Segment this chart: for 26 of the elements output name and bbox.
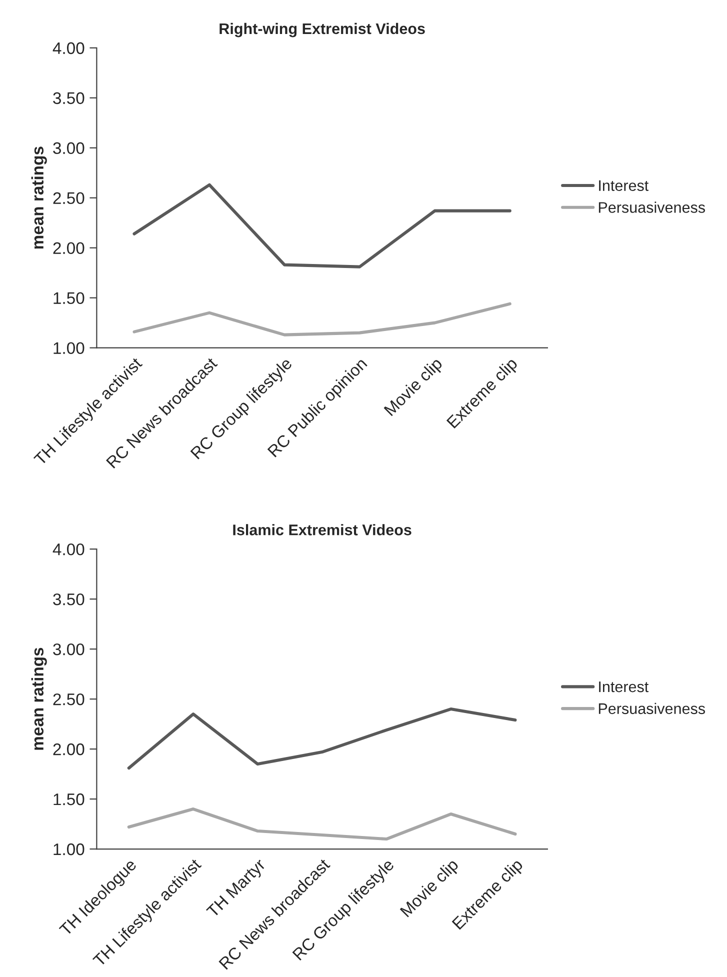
legend-label: Interest xyxy=(599,180,649,192)
y-tick-label: 3.50 xyxy=(53,92,84,104)
y-tick-label: 1.50 xyxy=(54,793,84,806)
y-tick-label: 1.00 xyxy=(54,843,84,856)
legend-label: Interest xyxy=(599,682,649,692)
y-tick-label: 2.50 xyxy=(53,192,84,204)
line-series xyxy=(132,302,512,336)
y-tick-label: 1.00 xyxy=(54,342,84,354)
chart-title: Right-wing Extremist Videos xyxy=(220,22,425,38)
y-tick-label: 2.00 xyxy=(53,242,84,254)
line-series xyxy=(127,807,517,841)
legend-label: Persuasiveness xyxy=(598,702,705,714)
legend-label: Persuasiveness xyxy=(598,202,705,213)
line-series xyxy=(132,183,512,268)
y-axis-title: mean ratings xyxy=(31,146,47,249)
y-tick-label: 1.50 xyxy=(54,292,84,304)
y-tick-label: 3.00 xyxy=(53,643,84,656)
y-tick-label: 3.00 xyxy=(53,142,84,154)
y-tick-label: 2.50 xyxy=(53,693,84,706)
y-tick-label: 4.00 xyxy=(52,543,84,556)
y-tick-label: 3.50 xyxy=(53,593,84,606)
y-tick-label: 2.00 xyxy=(53,743,84,756)
y-axis-title: mean ratings xyxy=(31,648,47,750)
chart-title: Islamic Extremist Videos xyxy=(233,524,412,536)
y-tick-label: 4.00 xyxy=(52,42,84,54)
line-series xyxy=(127,708,517,770)
